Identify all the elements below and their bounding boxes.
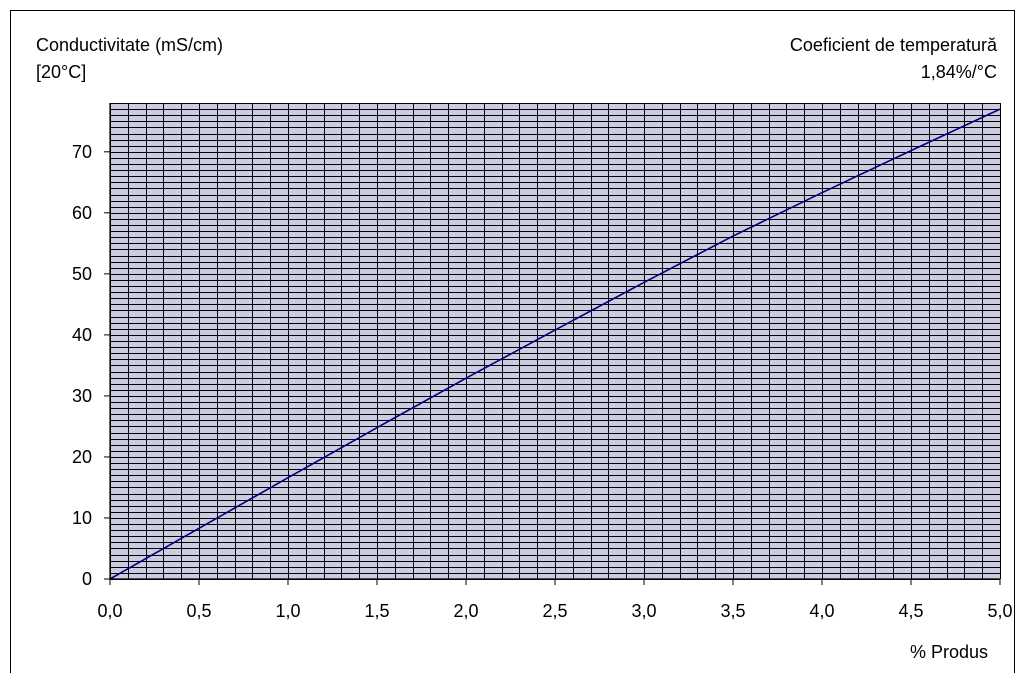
- x-tick-label: 0,0: [97, 601, 122, 621]
- y-tick-label: 0: [82, 569, 92, 589]
- x-tick-label: 3,0: [631, 601, 656, 621]
- grid-lines: [110, 103, 1001, 580]
- page-border: [10, 10, 1015, 673]
- x-tick-label: 3,5: [720, 601, 745, 621]
- y-tick-label: 60: [72, 203, 92, 223]
- x-tick-label: 2,5: [542, 601, 567, 621]
- y-tick-label: 30: [72, 386, 92, 406]
- x-tick-label: 2,0: [453, 601, 478, 621]
- y-tick-label: 20: [72, 447, 92, 467]
- data-series: [109, 108, 1001, 580]
- y-axis-label-line1: Conductivitate (mS/cm): [36, 35, 223, 55]
- tick-labels: 0,0 0,5 1,0 1,5 2,0 2,5 3,0 3,5 4,0 4,5 5,0 0 10 20 30…: [72, 142, 1013, 621]
- x-tick-label: 1,5: [364, 601, 389, 621]
- conductivity-line: [109, 108, 1001, 580]
- temperature-coefficient-value: 1,84%/°C: [921, 62, 997, 82]
- y-tick-label: 40: [72, 325, 92, 345]
- tick-marks: [104, 151, 1001, 585]
- y-tick-label: 10: [72, 508, 92, 528]
- y-tick-label: 50: [72, 264, 92, 284]
- y-tick-label: 70: [72, 142, 92, 162]
- x-axis-label: % Produs: [910, 642, 988, 662]
- temperature-coefficient-label: Coeficient de temperatură: [790, 35, 998, 55]
- x-tick-label: 5,0: [987, 601, 1012, 621]
- x-tick-label: 0,5: [186, 601, 211, 621]
- x-tick-label: 4,5: [898, 601, 923, 621]
- x-tick-label: 1,0: [275, 601, 300, 621]
- y-axis-label-line2: [20°C]: [36, 62, 86, 82]
- x-tick-label: 4,0: [809, 601, 834, 621]
